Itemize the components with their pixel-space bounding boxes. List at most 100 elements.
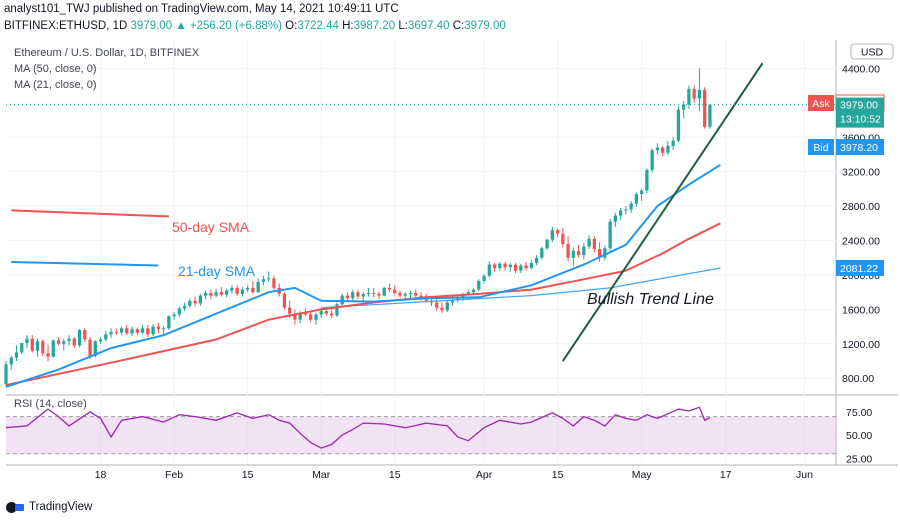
- candle-body: [540, 248, 544, 258]
- candle-body: [51, 340, 55, 357]
- candle-body: [703, 89, 707, 127]
- time-tick-label: 18: [95, 469, 107, 481]
- candle-body: [298, 312, 302, 320]
- candle-body: [30, 338, 34, 351]
- candle-body: [46, 353, 50, 357]
- bullish-trend-line: [562, 62, 764, 362]
- publisher-text: analyst101_TWJ published on TradingView.…: [4, 3, 399, 15]
- candle-body: [125, 328, 129, 334]
- candle-body: [466, 292, 470, 294]
- price-tick-label: 2800.00: [842, 201, 880, 213]
- candle-body: [608, 221, 612, 249]
- price-chart[interactable]: 800.001200.001600.002000.002400.002800.0…: [0, 36, 900, 496]
- candle-body: [177, 308, 181, 315]
- sma50-annotation-line: [11, 209, 169, 218]
- candle-body: [246, 287, 250, 290]
- time-tick-label: May: [632, 469, 653, 481]
- candle-body: [156, 326, 160, 330]
- candle-body: [14, 352, 19, 358]
- candle-body: [314, 314, 318, 320]
- candle-body: [98, 339, 103, 342]
- last-price-value: 3979.00: [840, 100, 878, 112]
- trend-line-label: Bullish Trend Line: [587, 291, 714, 308]
- rsi-tick-label: 75.00: [846, 407, 872, 419]
- countdown-value: 13:10:52: [840, 114, 881, 126]
- candle-body: [161, 328, 166, 330]
- legend-ma21: MA (21, close, 0): [14, 79, 97, 91]
- candle-body: [666, 145, 670, 153]
- candle-body: [545, 239, 549, 249]
- candle-body: [440, 307, 444, 311]
- candle-body: [587, 238, 591, 247]
- candle-body: [377, 293, 381, 296]
- candle-body: [240, 289, 245, 294]
- candle-body: [114, 331, 118, 333]
- candle-body: [267, 278, 271, 280]
- candle-body: [624, 209, 628, 211]
- candle-body: [209, 293, 213, 296]
- candle-body: [687, 89, 691, 105]
- candle-body: [498, 263, 502, 269]
- candle-body: [203, 293, 208, 296]
- candle-body: [261, 279, 266, 282]
- candle-body: [387, 287, 392, 290]
- candle-body: [135, 329, 139, 333]
- tradingview-logo[interactable]: TradingView: [6, 500, 92, 513]
- candle-body: [634, 194, 639, 204]
- candle-body: [172, 314, 176, 317]
- price-tick-label: 800.00: [842, 373, 874, 385]
- candle-body: [640, 190, 644, 195]
- candle-body: [356, 292, 360, 297]
- candle-body: [167, 316, 171, 329]
- candle-body: [645, 169, 649, 191]
- candle-body: [487, 264, 491, 276]
- candle-body: [566, 243, 570, 258]
- rsi-tick-label: 50.00: [846, 430, 872, 442]
- candle-body: [272, 278, 276, 288]
- bid-value: 3978.20: [840, 142, 878, 154]
- candle-body: [67, 338, 71, 342]
- price-pane: [6, 40, 836, 392]
- candle-body: [534, 257, 539, 263]
- candle-body: [219, 292, 224, 295]
- candle-body: [661, 147, 665, 153]
- price-tick-label: 3200.00: [842, 167, 880, 179]
- candle-body: [613, 215, 617, 222]
- candle-body: [461, 293, 465, 299]
- candle-body: [524, 265, 528, 269]
- candle-body: [456, 298, 460, 300]
- ma21-value: 2081.22: [840, 263, 878, 275]
- sma21-label: 21-day SMA: [178, 263, 256, 279]
- ohlc-line: BITFINEX:ETHUSD, 1D 3979.00 ▲ +256.20 (+…: [4, 20, 506, 32]
- candle-body: [9, 357, 13, 365]
- sma21-annotation-line: [11, 261, 159, 267]
- candle-body: [555, 230, 560, 234]
- price-tick-label: 4400.00: [842, 63, 880, 75]
- candle-body: [482, 275, 486, 281]
- candle-body: [692, 89, 696, 99]
- candle-body: [282, 293, 287, 308]
- candle-body: [408, 293, 413, 295]
- candle-body: [303, 312, 308, 315]
- candle-body: [529, 262, 533, 269]
- candle-body: [655, 147, 660, 151]
- candle-body: [571, 250, 575, 258]
- candle-body: [519, 265, 523, 271]
- candle-body: [708, 104, 712, 127]
- candle-body: [182, 305, 187, 309]
- high-label: H:: [342, 20, 354, 32]
- candle-body: [72, 338, 76, 346]
- rsi-tick-label: 25.00: [846, 453, 872, 465]
- candle-body: [513, 264, 518, 271]
- candle-body: [235, 287, 239, 294]
- candle-body: [151, 326, 155, 335]
- time-tick-label: Feb: [165, 469, 183, 481]
- candle-body: [130, 329, 134, 334]
- candle-body: [56, 340, 61, 344]
- time-tick-label: Mar: [312, 469, 331, 481]
- time-tick-label: 15: [242, 469, 254, 481]
- sma50-label: 50-day SMA: [172, 219, 250, 235]
- candle-body: [592, 238, 596, 250]
- candle-body: [25, 338, 29, 343]
- candle-body: [345, 295, 350, 299]
